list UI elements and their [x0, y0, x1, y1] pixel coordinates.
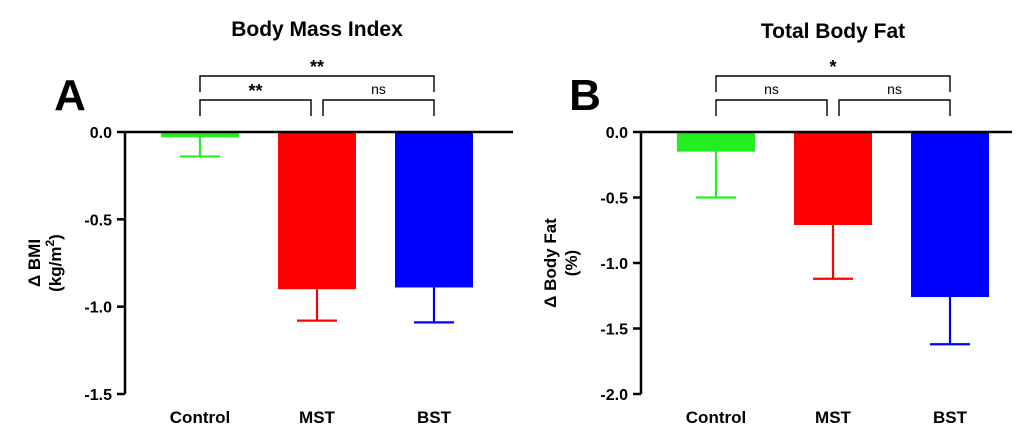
x-tick-label: BST — [933, 408, 968, 427]
y-axis-label-line2: (%) — [562, 250, 581, 276]
y-axis-label-line2: (kg/m — [46, 247, 65, 292]
y-axis-label-superscript: 2 — [43, 240, 57, 247]
y-axis-label-line1: Δ BMI — [25, 239, 44, 287]
y-tick-label: -1.5 — [600, 322, 628, 339]
bar-control — [677, 132, 755, 152]
bar-mst — [794, 132, 872, 226]
x-tick-label: BST — [417, 408, 452, 427]
y-tick-label: -1.0 — [84, 300, 112, 317]
y-tick-label: -1.0 — [600, 256, 628, 273]
y-axis-label: Δ Body Fat (%) — [541, 218, 581, 308]
x-tick-label: MST — [299, 408, 336, 427]
y-tick-label: -2.0 — [600, 387, 628, 404]
significance-label: ns — [764, 81, 779, 97]
y-tick-label: -1.5 — [84, 387, 112, 404]
significance-bracket — [199, 99, 312, 116]
chart-title: Total Body Fat — [761, 20, 905, 43]
significance-bracket — [838, 99, 951, 116]
x-tick-label: Control — [170, 408, 230, 427]
significance-bracket — [199, 75, 435, 92]
panel-letter: A — [54, 71, 86, 120]
significance-bracket — [715, 75, 951, 92]
y-axis-label: Δ BMI (kg/m2) — [25, 234, 65, 292]
y-axis-label-line1: Δ Body Fat — [541, 218, 560, 308]
significance-label: ns — [371, 81, 386, 97]
y-tick-label: -0.5 — [84, 212, 112, 229]
significance-label: ** — [248, 81, 262, 101]
chart-panel-b: Total Body Fat B Control MST BST 0.0 -0.5 -1.0 -… — [541, 20, 1012, 427]
chart-panel-a: Body Mass Index A Control MST BST 0.0 -0.5 -1.0… — [25, 18, 513, 427]
bar-bst — [395, 132, 473, 288]
significance-bracket — [715, 99, 828, 116]
chart-title: Body Mass Index — [231, 18, 403, 41]
x-tick-label: Control — [686, 408, 746, 427]
bar-control — [161, 132, 239, 138]
bar-bst — [911, 132, 989, 298]
y-tick-label: 0.0 — [90, 125, 112, 142]
y-tick-label: -0.5 — [600, 191, 628, 208]
significance-label: ns — [887, 81, 902, 97]
significance-label: * — [829, 57, 836, 77]
panel-letter: B — [569, 71, 601, 120]
y-axis-label-line2-end: ) — [46, 234, 65, 240]
x-tick-label: MST — [815, 408, 852, 427]
significance-label: ** — [310, 57, 324, 77]
bar-mst — [278, 132, 356, 290]
significance-bracket — [322, 99, 435, 116]
y-tick-label: 0.0 — [606, 125, 628, 142]
